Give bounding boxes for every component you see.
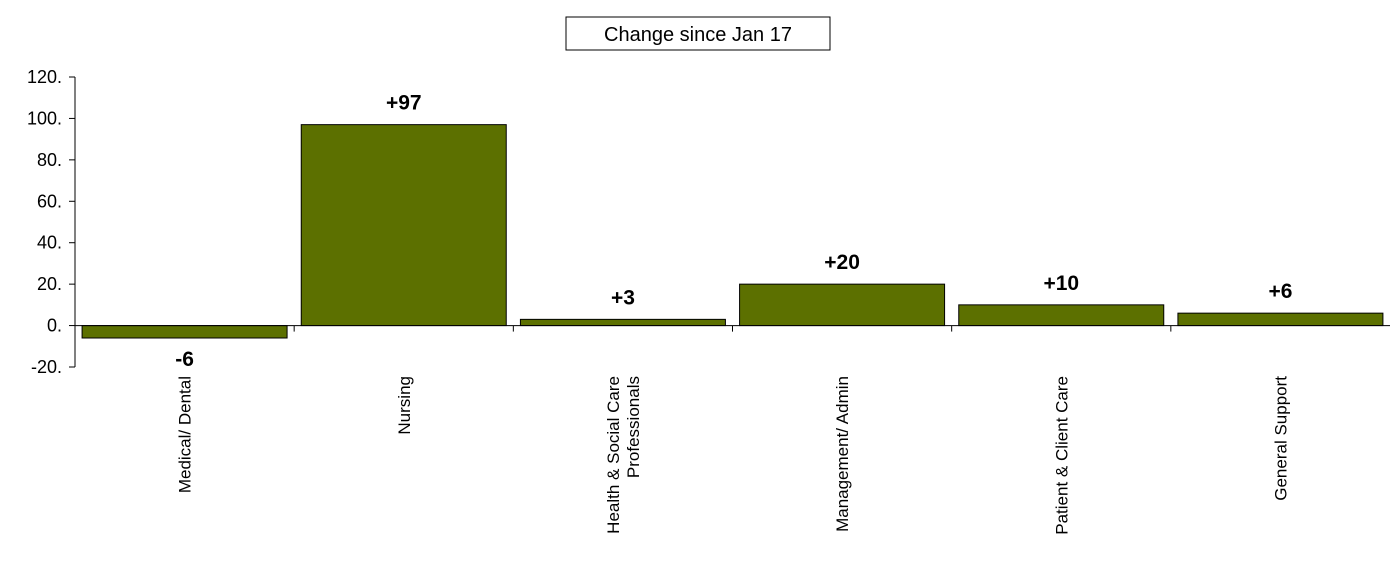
data-label: +97	[386, 92, 422, 115]
chart-title-frame	[565, 16, 831, 51]
y-tick-label: 80.	[37, 150, 62, 170]
chart-title: Change since Jan 17	[604, 24, 792, 46]
data-label: +3	[611, 286, 635, 309]
bar-5	[1177, 312, 1384, 327]
data-label: +20	[824, 251, 860, 274]
chart-title-box: Change since Jan 17	[565, 16, 831, 51]
x-category-label: Nursing	[395, 376, 414, 435]
x-category-label: Medical/ Dental	[176, 376, 195, 493]
bar-1	[300, 124, 507, 327]
y-tick-label: 60.	[37, 191, 62, 211]
y-tick-label: 100.	[27, 108, 62, 128]
y-tick-label: 40.	[37, 233, 62, 253]
data-labels: -6 +97 +3 +20 +10 +6	[175, 92, 1292, 371]
x-category-label: Patient & Client Care	[1052, 376, 1071, 535]
data-label: +6	[1268, 280, 1292, 303]
axes	[74, 77, 1390, 367]
data-label: +10	[1043, 272, 1079, 295]
bar-2	[519, 318, 726, 327]
x-category-label: General Support	[1271, 376, 1290, 501]
bar-0	[81, 325, 288, 339]
x-axis-labels: Medical/ Dental Nursing Health & Social Ca…	[176, 376, 1291, 535]
y-tick-label: 120.	[27, 67, 62, 87]
x-category-label: Professionals	[624, 376, 643, 478]
y-axis-ticks: 120. 100. 80. 60. 40. 20. 0. -20.	[27, 67, 75, 377]
bar-3	[739, 283, 946, 327]
bars	[81, 124, 1384, 339]
x-category-label: Health & Social Care	[604, 376, 623, 534]
bar-4	[958, 304, 1165, 327]
y-tick-label: 20.	[37, 274, 62, 294]
data-label: -6	[175, 348, 194, 371]
y-tick-label: -20.	[31, 357, 62, 377]
y-tick-label: 0.	[47, 316, 62, 336]
x-category-label: Management/ Admin	[833, 376, 852, 532]
